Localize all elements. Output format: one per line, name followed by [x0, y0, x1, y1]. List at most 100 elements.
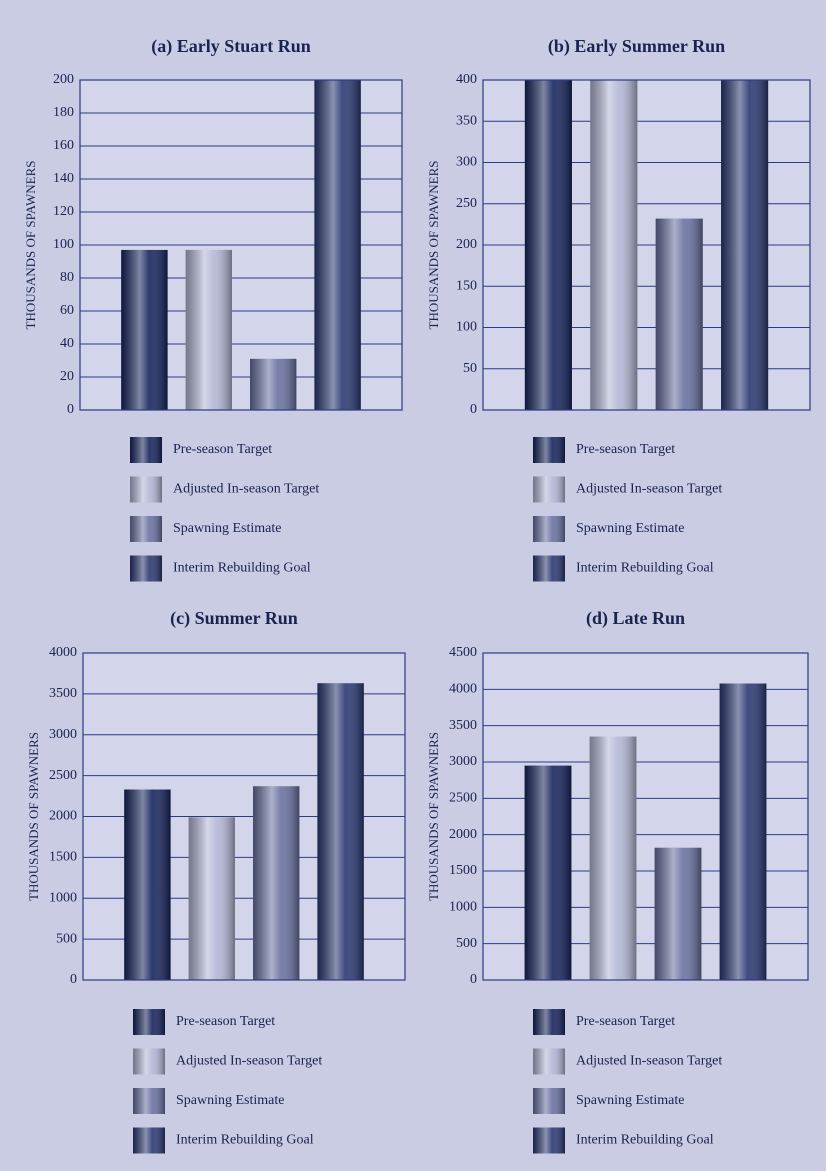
y-tick-label: 4000 [49, 645, 77, 660]
y-tick-label: 2500 [449, 791, 477, 806]
y-tick-label: 3000 [449, 754, 477, 769]
bar-shine [589, 736, 637, 980]
legend-label: Pre-season Target [576, 1014, 675, 1029]
y-tick-label: 120 [53, 204, 74, 219]
y-tick-label: 160 [53, 138, 74, 153]
y-tick-label: 1500 [449, 863, 477, 878]
legend-swatch-shine [133, 1127, 165, 1154]
y-tick-label: 180 [53, 105, 74, 120]
y-tick-label: 2000 [49, 809, 77, 824]
bar-shine [121, 249, 168, 410]
y-tick-label: 40 [60, 336, 74, 351]
y-tick-label: 3500 [49, 686, 77, 701]
legend-swatch-shine [130, 437, 162, 463]
y-tick-label: 300 [456, 155, 477, 170]
bar-shine [655, 218, 703, 410]
y-tick-label: 0 [470, 402, 477, 417]
bar-shine [317, 683, 364, 980]
legend-swatch-shine [533, 1048, 565, 1075]
bar-shine [590, 80, 638, 410]
legend-swatch-shine [533, 1127, 565, 1154]
plot-border [79, 79, 403, 411]
y-tick-label: 80 [60, 270, 74, 285]
legend-label: Interim Rebuilding Goal [576, 1133, 714, 1148]
bar-shine [314, 80, 361, 410]
bar-shine [524, 765, 572, 980]
y-tick-label: 400 [456, 72, 477, 87]
bar-shine [721, 80, 769, 410]
y-tick-label: 100 [456, 320, 477, 335]
y-tick-label: 0 [470, 972, 477, 987]
legend-swatch-shine [533, 437, 565, 463]
y-tick-label: 3500 [449, 718, 477, 733]
legend-label: Adjusted In-season Target [576, 482, 722, 497]
legend-swatch-shine [133, 1009, 165, 1035]
plot-border [82, 652, 406, 981]
y-tick-label: 4000 [449, 682, 477, 697]
bar-shine [253, 786, 300, 980]
y-tick-label: 1000 [449, 900, 477, 915]
legend-label: Interim Rebuilding Goal [176, 1133, 314, 1148]
y-axis-label: THOUSANDS OF SPAWNERS [23, 161, 38, 330]
y-tick-label: 0 [70, 972, 77, 987]
y-tick-label: 200 [53, 72, 74, 87]
legend-label: Adjusted In-season Target [173, 482, 319, 497]
bar-shine [185, 249, 232, 410]
legend-label: Pre-season Target [176, 1014, 275, 1029]
y-tick-label: 20 [60, 369, 74, 384]
y-tick-label: 500 [456, 936, 477, 951]
legend-label: Interim Rebuilding Goal [576, 561, 714, 576]
y-axis-label: THOUSANDS OF SPAWNERS [426, 161, 441, 330]
chart-title: (c) Summer Run [170, 608, 298, 629]
legend-swatch-shine [130, 555, 162, 582]
y-tick-label: 200 [456, 237, 477, 252]
legend-swatch-shine [533, 476, 565, 503]
y-tick-label: 100 [53, 237, 74, 252]
bar-shine [719, 683, 767, 980]
plot-border [482, 79, 811, 411]
bar-shine [654, 847, 702, 980]
bar-shine [524, 80, 572, 410]
legend-swatch-shine [133, 1088, 165, 1114]
y-axis-label: THOUSANDS OF SPAWNERS [426, 732, 441, 901]
plot-border [482, 652, 809, 981]
y-tick-label: 2500 [49, 768, 77, 783]
y-tick-label: 140 [53, 171, 74, 186]
chart-title: (d) Late Run [586, 608, 685, 629]
y-axis-label: THOUSANDS OF SPAWNERS [26, 732, 41, 901]
y-tick-label: 1500 [49, 850, 77, 865]
y-tick-label: 500 [56, 931, 77, 946]
y-tick-label: 0 [67, 402, 74, 417]
legend-swatch-shine [130, 476, 162, 503]
y-tick-label: 1000 [49, 890, 77, 905]
legend-label: Adjusted In-season Target [576, 1054, 722, 1069]
chart-title: (b) Early Summer Run [548, 36, 725, 57]
bar-shine [250, 358, 297, 410]
legend-label: Adjusted In-season Target [176, 1054, 322, 1069]
y-tick-label: 60 [60, 303, 74, 318]
y-tick-label: 50 [463, 361, 477, 376]
legend-label: Spawning Estimate [576, 521, 685, 536]
y-tick-label: 150 [456, 278, 477, 293]
bar-shine [124, 789, 171, 980]
bar-shine [188, 817, 235, 980]
y-tick-label: 4500 [449, 645, 477, 660]
legend-swatch-shine [130, 516, 162, 542]
legend-label: Interim Rebuilding Goal [173, 561, 311, 576]
y-tick-label: 2000 [449, 827, 477, 842]
legend-swatch-shine [533, 1009, 565, 1035]
y-tick-label: 250 [456, 196, 477, 211]
legend-label: Pre-season Target [173, 442, 272, 457]
legend-swatch-shine [533, 1088, 565, 1114]
legend-label: Spawning Estimate [576, 1093, 685, 1108]
y-tick-label: 3000 [49, 727, 77, 742]
y-tick-label: 350 [456, 113, 477, 128]
legend-swatch-shine [133, 1048, 165, 1075]
legend-label: Pre-season Target [576, 442, 675, 457]
legend-label: Spawning Estimate [173, 521, 282, 536]
chart-title: (a) Early Stuart Run [151, 36, 311, 57]
legend-label: Spawning Estimate [176, 1093, 285, 1108]
legend-swatch-shine [533, 555, 565, 582]
